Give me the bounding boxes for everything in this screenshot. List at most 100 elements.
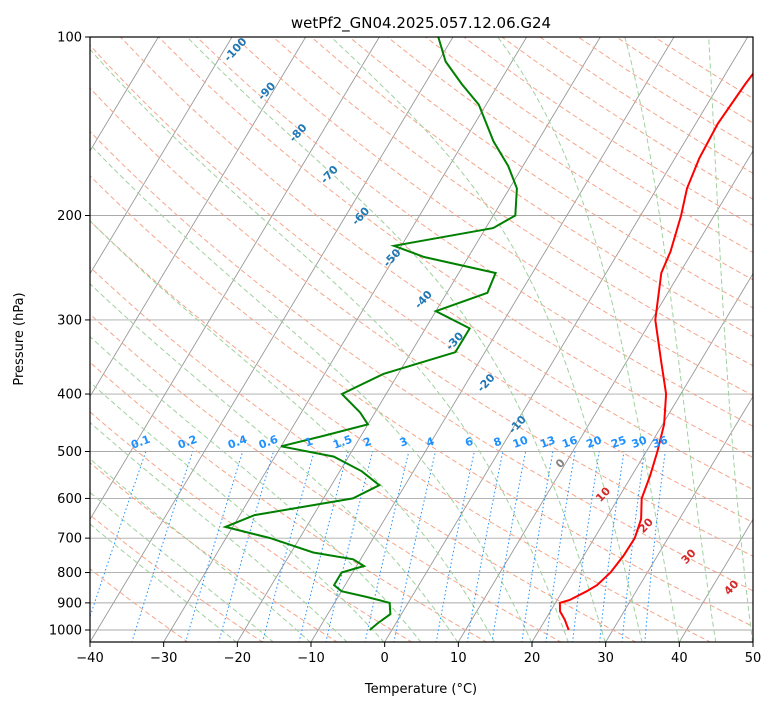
x-axis: −40 −30 −20 −10 0 10 20 30 40 50	[76, 642, 761, 666]
moist-adiabat-line	[624, 37, 717, 642]
dry-adiabat-line	[234, 37, 753, 397]
dry-adiabat-label: -100	[221, 35, 250, 64]
y-tick-label: 900	[57, 596, 82, 611]
moist-adiabat-line	[90, 48, 569, 642]
dewpoint-profile-line	[222, 37, 518, 631]
isotherm-line	[90, 37, 307, 398]
mixing-ratio-label: 1.5	[331, 433, 354, 452]
temperature-profile-line	[558, 72, 753, 631]
x-tick-label: −10	[297, 651, 324, 666]
mixing-ratio-label: 36	[651, 433, 670, 451]
mixing-ratio-line	[599, 451, 625, 642]
y-tick-label: 800	[57, 566, 82, 581]
data-series	[222, 37, 753, 631]
x-tick-label: 0	[381, 651, 389, 666]
y-tick-label: 700	[57, 532, 82, 547]
x-tick-label: −30	[150, 651, 177, 666]
mixing-ratio-line	[644, 451, 666, 642]
mixing-ratio-label: 13	[538, 433, 557, 450]
y-tick-label: 100	[57, 31, 82, 46]
moist-adiabat-line	[90, 143, 532, 642]
dry-adiabat-line	[272, 37, 753, 367]
x-tick-label: −20	[224, 651, 251, 666]
isotherm-line	[163, 37, 528, 642]
mixing-ratio-line	[262, 451, 315, 642]
x-tick-label: 40	[671, 651, 688, 666]
mixing-ratio-label: 0.1	[129, 433, 152, 452]
mixing-ratio-line	[298, 451, 349, 642]
mixing-ratio-label: 8	[492, 435, 504, 450]
mixing-ratio-label: 16	[560, 433, 579, 451]
mixing-ratio-label: 4	[424, 435, 436, 450]
y-tick-label: 400	[57, 388, 82, 403]
y-tick-label: 500	[57, 445, 82, 460]
moist-adiabat-line	[90, 220, 496, 642]
dry-adiabat-line	[387, 37, 753, 281]
isotherm-line	[90, 37, 454, 642]
isotherm-line	[0, 37, 11, 643]
isotherm-line	[90, 37, 159, 152]
moist-adiabat-line	[186, 37, 606, 642]
x-tick-label: 50	[745, 651, 762, 666]
mixing-ratio-label: 2	[362, 435, 374, 450]
mixing-ratio-label: 0.6	[257, 433, 280, 452]
moist-adiabat-line	[497, 37, 680, 642]
dry-adiabat-line	[90, 514, 264, 642]
mixing-ratio-line	[521, 451, 554, 642]
x-tick-label: 30	[597, 651, 614, 666]
moist-adiabat-line	[90, 381, 385, 642]
moist-adiabat-label: 10	[593, 484, 613, 504]
dry-adiabat-line	[425, 37, 753, 254]
isotherm-line	[384, 37, 749, 642]
y-tick-label: 300	[57, 313, 82, 328]
dry-adiabat-line	[90, 411, 413, 642]
moist-adiabat-label: 20	[636, 515, 656, 535]
background-lines	[0, 37, 753, 643]
dry-adiabat-label: -10	[506, 413, 529, 437]
mixing-ratio-line	[466, 451, 504, 642]
dry-adiabat-line	[310, 37, 753, 338]
dry-adiabat-line	[90, 361, 488, 642]
line-labels: -100-90 -80 -70 -60 -50 -40 -30 -20 -10 0.1 0.2 0.4…	[129, 35, 741, 598]
dry-adiabat-line	[90, 568, 189, 642]
isotherm-line	[457, 150, 753, 642]
chart-title: wetPf2_GN04.2025.057.12.06.G24	[291, 14, 551, 33]
moist-adiabat-line	[90, 523, 238, 642]
mixing-ratio-line	[325, 451, 374, 642]
mixing-ratio-label: 25	[609, 433, 628, 450]
dry-adiabat-line	[120, 37, 753, 491]
dry-adiabat-label: -60	[349, 204, 372, 228]
dry-adiabat-line	[90, 130, 753, 592]
mixing-ratio-label: 0.4	[226, 433, 249, 452]
dry-adiabat-line	[158, 37, 753, 459]
moist-adiabat-label: 40	[721, 577, 741, 597]
moist-adiabat-line	[90, 491, 274, 642]
mixing-ratio-label: 10	[511, 433, 530, 451]
mixing-ratio-label: 30	[630, 433, 649, 451]
isotherm-line	[90, 37, 233, 275]
dry-adiabat-label: -40	[412, 288, 435, 312]
mixing-ratio-line	[131, 451, 194, 642]
mixing-ratio-line	[545, 451, 576, 642]
mixing-ratio-label: 1	[303, 435, 315, 450]
plot-frame	[89, 36, 754, 643]
moist-adiabat-line	[90, 336, 422, 642]
moist-adiabat-line	[708, 37, 753, 642]
dry-adiabat-line	[90, 87, 753, 557]
dry-adiabat-line	[348, 37, 753, 309]
x-tick-label: −40	[76, 651, 103, 666]
dry-adiabat-label: -70	[318, 163, 341, 187]
mixing-ratio-label: 3	[398, 435, 410, 450]
mixing-ratio-label: 20	[585, 433, 604, 451]
dry-adiabat-line	[90, 266, 637, 642]
mixing-ratio-line	[621, 451, 645, 642]
x-axis-label: Temperature (°C)	[364, 682, 477, 697]
dry-adiabat-line	[90, 462, 338, 642]
mixing-ratio-line	[393, 451, 436, 642]
dry-adiabat-label: -30	[443, 329, 466, 353]
moist-adiabat-line	[330, 37, 643, 642]
dry-adiabat-label: -90	[255, 79, 278, 103]
mixing-ratio-line	[218, 451, 274, 642]
dry-adiabat-line	[501, 37, 753, 200]
mixing-ratio-label: 6	[463, 435, 475, 450]
